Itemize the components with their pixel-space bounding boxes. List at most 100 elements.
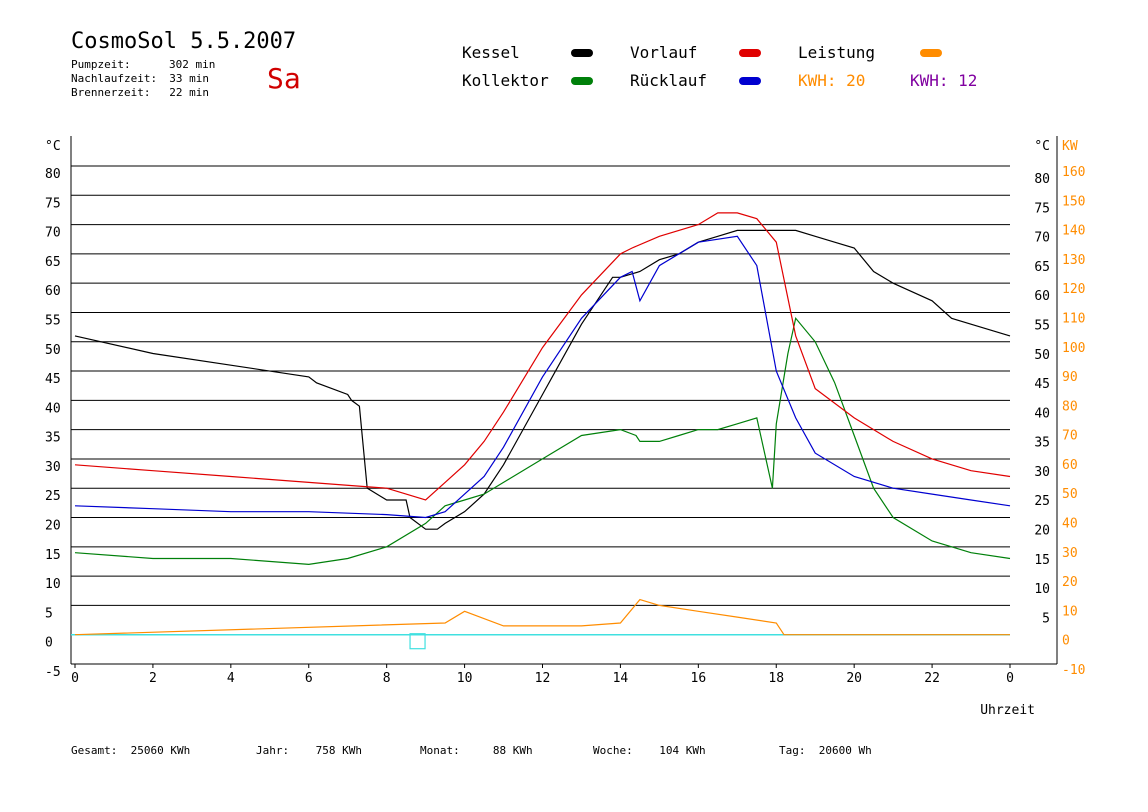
y-kw-tick-label: 50 [1062, 487, 1078, 502]
y-right-tick-label: 15 [1034, 553, 1050, 568]
series-line-vorlauf [74, 212, 1011, 501]
y-kw-tick-label: 10 [1062, 604, 1078, 619]
y-left-tick-label: 5 [45, 606, 53, 621]
footer-value: 88 KWh [492, 744, 533, 757]
y-left-tick-label: 0 [45, 636, 53, 651]
stat-nachlaufzeit: Nachlaufzeit: 33 min [71, 72, 209, 85]
y-kw-tick-label: 120 [1062, 282, 1085, 297]
kwh-a-label: KWH: [798, 71, 837, 90]
x-tick-label: 22 [924, 671, 940, 686]
y-right-tick-label: 5 [1042, 611, 1050, 626]
legend-kollektor: Kollektor [462, 71, 549, 90]
y-right-unit: °C [1034, 139, 1050, 154]
stat-label: Pumpzeit: [71, 58, 131, 71]
legend-leistung: Leistung [798, 43, 876, 62]
stat-value: 33 min [169, 72, 209, 85]
footer-monat: Monat: 88 KWh [420, 744, 533, 757]
y-kw-tick-label: 110 [1062, 311, 1085, 326]
legend-kwh-a: KWH: 20 [798, 71, 865, 90]
y-kw-tick-label: 60 [1062, 458, 1078, 473]
x-tick-label: 14 [613, 671, 629, 686]
legend-ruecklauf: Rücklauf [630, 71, 708, 90]
y-left-tick-label: 80 [45, 167, 61, 182]
y-left-tick-label: 45 [45, 372, 61, 387]
y-right-tick-label: 30 [1034, 465, 1050, 480]
y-left-tick-label: 50 [45, 343, 61, 358]
x-tick-label: 0 [71, 671, 79, 686]
y-left-tick-label: 25 [45, 489, 61, 504]
y-kw-tick-label: 140 [1062, 224, 1085, 239]
y-left-tick-label: 35 [45, 431, 61, 446]
y-right-tick-label: 35 [1034, 436, 1050, 451]
y-kw-tick-label: 30 [1062, 546, 1078, 561]
kwh-a-value: 20 [846, 71, 866, 90]
footer-label: Jahr: [256, 744, 290, 757]
kwh-b-value: 12 [958, 71, 978, 90]
footer-woche: Woche: 104 KWh [593, 744, 706, 757]
footer-jahr: Jahr: 758 KWh [256, 744, 362, 757]
y-left-unit: °C [45, 139, 61, 154]
y-right-tick-label: 40 [1034, 406, 1050, 421]
y-kw-tick-label: 130 [1062, 253, 1085, 268]
footer-value: 758 KWh [315, 744, 362, 757]
legend-kessel-swatch [571, 49, 593, 57]
stat-brennerzeit: Brennerzeit: 22 min [71, 86, 209, 99]
x-tick-label: 4 [227, 671, 235, 686]
y-left-tick-label: 75 [45, 196, 61, 211]
stat-value: 22 min [169, 86, 209, 99]
y-left-tick-label: 60 [45, 284, 61, 299]
legend-vorlauf: Vorlauf [630, 43, 698, 62]
x-axis-label: Uhrzeit [980, 703, 1035, 718]
y-right-tick-label: 80 [1034, 172, 1050, 187]
app-title: CosmoSol 5.5.2007 [71, 29, 297, 54]
footer-label: Tag: [779, 744, 806, 757]
x-tick-label: 10 [457, 671, 473, 686]
series-line-kessel [74, 229, 1011, 530]
y-left-tick-label: 40 [45, 401, 61, 416]
legend-kollektor-swatch [571, 77, 593, 85]
y-left-tick-label: 55 [45, 313, 61, 328]
series-line-leistung [74, 598, 1010, 636]
y-right-tick-label: 20 [1034, 524, 1050, 539]
y-kw-tick-label: 70 [1062, 429, 1078, 444]
y-kw-tick-label: 40 [1062, 517, 1078, 532]
y-right-tick-label: 50 [1034, 348, 1050, 363]
y-kw-tick-label: 90 [1062, 370, 1078, 385]
y-kw-tick-label: -10 [1062, 663, 1085, 678]
x-tick-label: 18 [768, 671, 784, 686]
x-tick-label: 12 [535, 671, 551, 686]
x-tick-label: 6 [305, 671, 313, 686]
series-line-kollektor [74, 316, 1011, 566]
y-right-tick-label: 70 [1034, 231, 1050, 246]
y-left-tick-label: 10 [45, 577, 61, 592]
x-tick-label: 16 [691, 671, 707, 686]
footer-label: Woche: [593, 744, 633, 757]
y-right-tick-label: 45 [1034, 377, 1050, 392]
y-left-tick-label: 70 [45, 226, 61, 241]
legend-kwh-b: KWH: 12 [910, 71, 977, 90]
legend-kessel: Kessel [462, 43, 520, 62]
weekday-label: Sa [267, 62, 301, 95]
y-right-tick-label: 10 [1034, 582, 1050, 597]
y-left-tick-label: -5 [45, 665, 61, 680]
baseline-marker [409, 633, 426, 650]
y-left-tick-label: 15 [45, 548, 61, 563]
y-kw-tick-label: 160 [1062, 165, 1085, 180]
footer-tag: Tag: 20600 Wh [779, 744, 872, 757]
x-tick-label: 0 [1006, 671, 1014, 686]
footer-value: 104 KWh [659, 744, 706, 757]
y-left-tick-label: 65 [45, 255, 61, 270]
legend-vorlauf-swatch [739, 49, 761, 57]
y-kw-tick-label: 80 [1062, 399, 1078, 414]
legend-leistung-swatch [920, 49, 942, 57]
stat-label: Nachlaufzeit: [71, 72, 158, 85]
y-right-tick-label: 65 [1034, 260, 1050, 275]
series-line-rcklauf [74, 235, 1011, 519]
x-tick-label: 20 [846, 671, 862, 686]
y-right-tick-label: 25 [1034, 494, 1050, 509]
y-kw-tick-label: 150 [1062, 194, 1085, 209]
stat-value: 302 min [169, 58, 216, 71]
y-right-tick-label: 60 [1034, 289, 1050, 304]
y-left-tick-label: 20 [45, 519, 61, 534]
